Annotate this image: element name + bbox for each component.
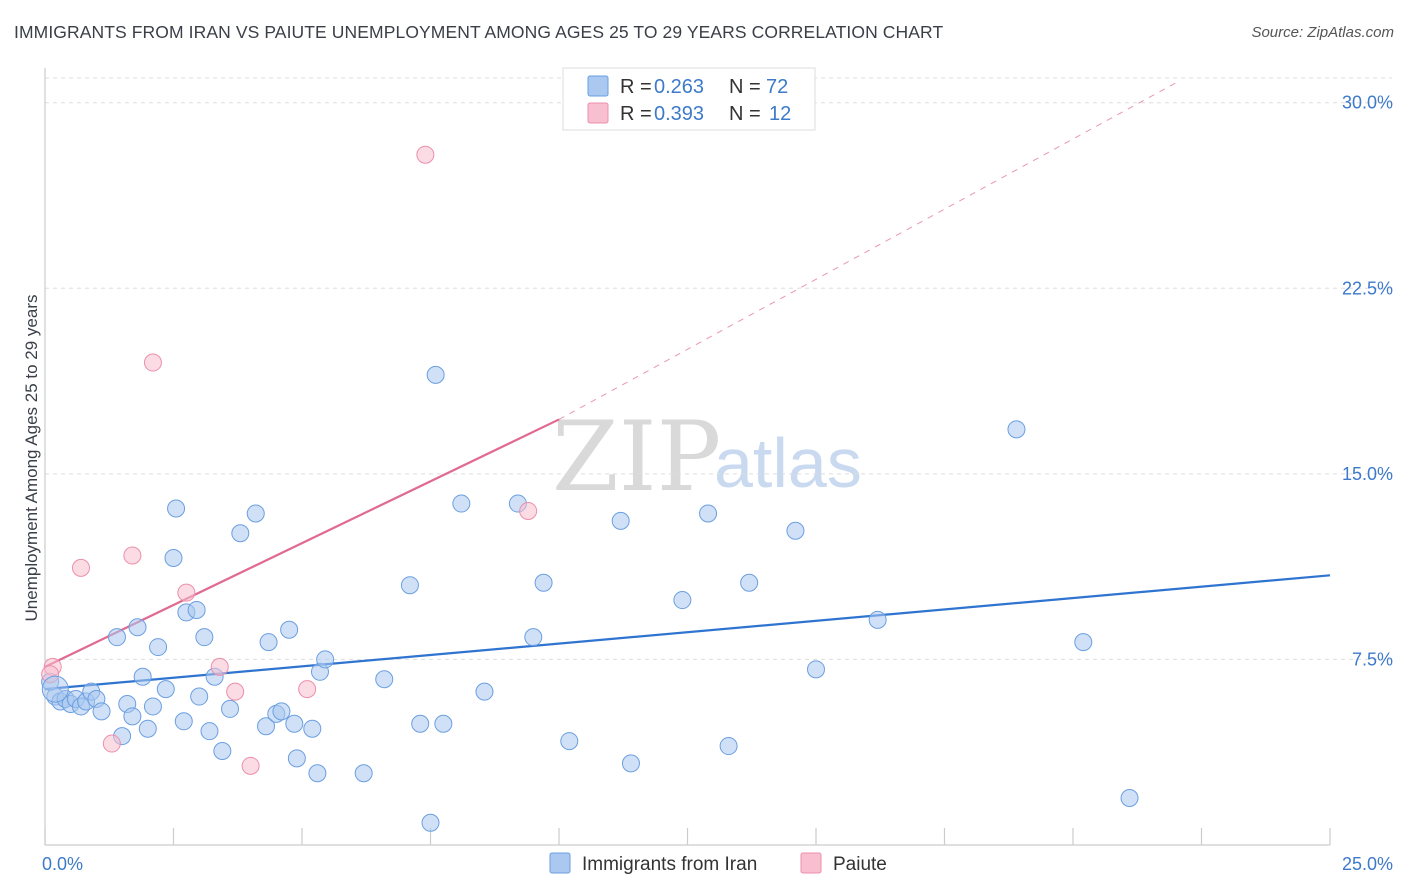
point-iran (259, 633, 278, 652)
point-iran (133, 667, 152, 686)
legend-swatch-paiute (587, 102, 609, 124)
y-tick-label: 22.5% (1342, 278, 1393, 298)
point-iran (354, 764, 373, 783)
point-paiute (241, 756, 260, 775)
point-iran (128, 618, 147, 637)
point-iran (195, 628, 214, 647)
point-paiute (519, 501, 538, 520)
legend: R = 0.263 N = 72 R = 0.393 N = 12 (562, 67, 816, 131)
bottom-legend-swatch-paiute (800, 852, 822, 874)
legend-r-value-paiute: 0.393 (654, 103, 704, 125)
point-iran (174, 712, 193, 731)
point-paiute (143, 353, 162, 372)
point-paiute (71, 558, 90, 577)
y-tick-label: 7.5% (1352, 649, 1393, 669)
point-iran (272, 702, 291, 721)
point-iran (1120, 788, 1139, 807)
point-iran (560, 732, 579, 751)
point-iran (426, 365, 445, 384)
point-iran (200, 722, 219, 741)
point-paiute (416, 145, 435, 164)
point-iran (285, 714, 304, 733)
legend-r-label-iran: R = (620, 76, 652, 98)
point-iran (190, 687, 209, 706)
point-iran (786, 521, 805, 540)
point-iran (475, 682, 494, 701)
point-iran (221, 699, 240, 718)
point-paiute (298, 680, 317, 699)
point-iran (257, 717, 276, 736)
point-iran (400, 576, 419, 595)
legend-r-label-paiute: R = (620, 103, 652, 125)
point-iran (138, 719, 157, 738)
point-iran (611, 511, 630, 530)
point-iran (524, 628, 543, 647)
legend-n-label-iran: N = (729, 76, 761, 98)
y-tick-label: 30.0% (1342, 93, 1393, 113)
point-iran (375, 670, 394, 689)
legend-r-value-iran: 0.263 (654, 76, 704, 98)
trend-line-paiute (44, 418, 560, 668)
y-tick-label: 15.0% (1342, 464, 1393, 484)
bottom-legend: Immigrants from Iran Paiute (549, 852, 887, 875)
point-paiute (102, 734, 121, 753)
point-iran (421, 813, 440, 832)
bottom-legend-label-paiute: Paiute (833, 854, 887, 875)
point-iran (452, 494, 471, 513)
data-points (41, 145, 1139, 832)
point-iran (699, 504, 718, 523)
point-iran (434, 714, 453, 733)
point-paiute (210, 657, 229, 676)
point-iran (213, 741, 232, 760)
point-paiute (123, 546, 142, 565)
legend-n-value-iran: 72 (766, 76, 788, 98)
point-iran (719, 737, 738, 756)
point-paiute (226, 682, 245, 701)
point-iran (621, 754, 640, 773)
point-iran (149, 638, 168, 657)
x-tick-label: 25.0% (1342, 854, 1393, 874)
point-iran (1074, 633, 1093, 652)
point-iran (1007, 420, 1026, 439)
x-tick-label: 0.0% (42, 854, 83, 874)
trend-line-paiute-extension (558, 82, 1177, 420)
point-iran (740, 573, 759, 592)
point-iran (280, 620, 299, 639)
grid-lines (45, 77, 1392, 660)
point-iran (107, 628, 126, 647)
point-iran (673, 591, 692, 610)
bottom-legend-label-iran: Immigrants from Iran (582, 854, 757, 875)
watermark-atlas: atlas (714, 424, 862, 502)
watermark-zip: ZIP (552, 401, 721, 513)
source-label: Source: ZipAtlas.com (1251, 24, 1394, 41)
point-iran (231, 524, 250, 543)
legend-n-value-paiute: 12 (769, 103, 791, 125)
legend-n-label-paiute: N = (729, 103, 761, 125)
y-axis-label: Unemployment Among Ages 25 to 29 years (22, 295, 41, 622)
point-iran (807, 660, 825, 679)
point-iran (316, 650, 335, 669)
point-iran (246, 504, 265, 523)
point-iran (123, 707, 142, 726)
legend-swatch-iran (587, 75, 609, 97)
point-iran (187, 600, 206, 619)
point-iran (143, 697, 162, 716)
axes: 7.5% 15.0% 22.5% 30.0% 0.0% 25.0% (42, 68, 1393, 874)
point-iran (303, 719, 322, 738)
bottom-legend-swatch-iran (549, 852, 571, 874)
point-iran (164, 548, 183, 567)
chart-title: IMMIGRANTS FROM IRAN VS PAIUTE UNEMPLOYM… (14, 22, 944, 42)
point-iran (308, 764, 327, 783)
point-iran (156, 680, 175, 699)
point-iran (287, 749, 306, 768)
point-iran (868, 610, 887, 629)
point-iran (92, 702, 111, 721)
point-paiute (177, 583, 196, 602)
point-iran-cluster (41, 675, 69, 703)
point-iran (167, 499, 186, 518)
point-iran (534, 573, 553, 592)
trend-line-iran (44, 574, 1331, 691)
point-iran (411, 714, 430, 733)
